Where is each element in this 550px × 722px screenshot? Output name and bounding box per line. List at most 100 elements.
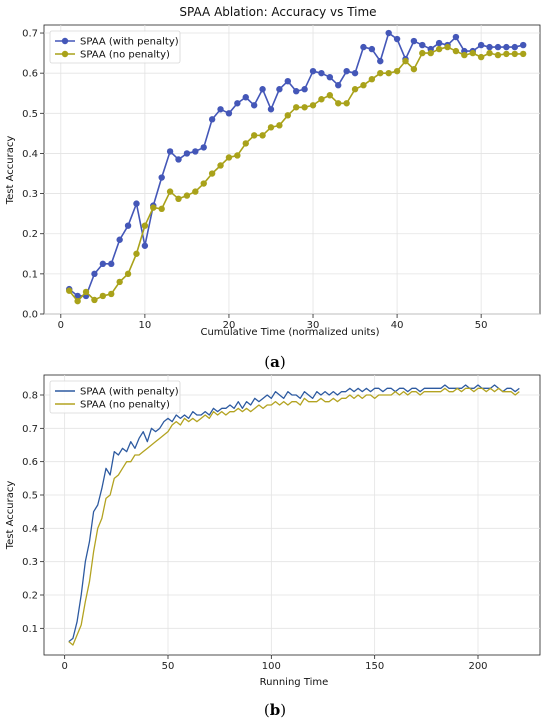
chart-b-ylabel: Test Accuracy [5, 481, 16, 551]
data-point [452, 33, 460, 41]
data-point [82, 288, 90, 296]
data-point [494, 51, 502, 59]
series-line-no-penalty [68, 46, 524, 302]
data-point [377, 69, 384, 77]
data-point [435, 45, 443, 53]
data-point [242, 94, 249, 101]
data-point [141, 222, 149, 229]
y-tick-label: 0.4 [22, 524, 38, 535]
data-point [486, 43, 493, 51]
chart-b-ticks: 0 50 100 150 200 0.1 0.2 0.3 0.4 0.5 0.6 0.7 0.8 [22, 391, 487, 673]
chart-b-xlabel: Running Time [260, 677, 329, 688]
y-tick-label: 0.5 [22, 491, 38, 502]
data-point [318, 96, 325, 103]
data-point [242, 140, 249, 147]
data-point [385, 69, 392, 77]
y-tick-label: 0.0 [22, 310, 38, 321]
data-point [326, 92, 334, 99]
x-tick-label: 200 [468, 661, 487, 672]
data-point [150, 204, 157, 211]
data-point [444, 43, 451, 51]
data-point [133, 250, 140, 257]
data-point [158, 205, 165, 213]
data-point [335, 100, 342, 107]
data-point [208, 116, 216, 123]
data-point [469, 49, 476, 57]
data-point [200, 180, 207, 187]
data-point [141, 242, 149, 249]
x-tick-label: 40 [391, 320, 404, 331]
data-point [326, 73, 334, 81]
chart-b-legend: SPAA (with penalty) SPAA (no penalty) [49, 380, 181, 414]
data-point [116, 236, 123, 243]
data-point [293, 104, 300, 111]
chart-a-legend: SPAA (with penalty) SPAA (no penalty) [49, 30, 181, 64]
data-point [133, 200, 140, 207]
data-point [108, 260, 115, 268]
data-point [158, 174, 165, 181]
x-tick-label: 20 [223, 320, 236, 331]
data-point [74, 297, 81, 305]
data-point [250, 132, 258, 139]
data-point [410, 65, 418, 73]
data-point [419, 49, 426, 57]
data-point [99, 260, 107, 268]
series-line-no-penalty [68, 387, 520, 646]
y-tick-label: 0.7 [22, 424, 38, 435]
chart-b-series [68, 384, 520, 646]
y-tick-label: 0.6 [22, 457, 38, 468]
y-tick-label: 0.7 [22, 29, 38, 40]
data-point [477, 53, 485, 61]
y-tick-label: 0.3 [22, 557, 38, 568]
chart-a-xlabel: Cumulative Time (normalized units) [200, 327, 379, 338]
data-point [217, 162, 224, 169]
data-point [208, 170, 216, 177]
data-point [183, 150, 191, 157]
chart-a-ticks: 0 10 20 30 40 50 0.0 0.1 0.2 0.3 0.4 0.5 0.6 0.7 [22, 29, 487, 331]
legend-label: SPAA (with penalty) [80, 387, 179, 398]
x-tick-label: 0 [61, 661, 67, 672]
chart-a-ylabel: Test Accuracy [5, 136, 16, 206]
chart-a-series [66, 29, 527, 305]
data-point [166, 148, 174, 155]
data-point [393, 35, 401, 43]
data-point [116, 278, 123, 286]
data-point [402, 57, 409, 65]
data-point [91, 270, 98, 278]
data-point [343, 100, 350, 107]
x-tick-label: 0 [58, 320, 64, 331]
legend-label: SPAA (no penalty) [80, 50, 170, 61]
data-point [318, 69, 325, 77]
chart-a-plot-frame [43, 24, 541, 315]
data-point [360, 82, 367, 89]
data-point [74, 292, 81, 300]
data-point [494, 43, 502, 51]
data-point [124, 270, 132, 278]
chart-b-grid [43, 374, 541, 656]
data-point [427, 49, 434, 57]
data-point [435, 39, 443, 47]
data-point [175, 195, 182, 203]
y-tick-label: 0.2 [22, 591, 38, 602]
y-tick-label: 0.5 [22, 109, 38, 120]
x-tick-label: 10 [139, 320, 152, 331]
data-point [192, 148, 199, 155]
data-point [309, 67, 317, 75]
data-point [183, 192, 191, 199]
data-point [225, 110, 233, 117]
data-point [66, 287, 73, 294]
chart-a-grid [43, 24, 541, 315]
data-point [519, 41, 527, 49]
data-point [393, 67, 401, 75]
data-point [343, 67, 350, 75]
legend-box [49, 380, 181, 414]
chart-b: 0 50 100 150 200 0.1 0.2 0.3 0.4 0.5 0.6 0.7 0.8 SPA… [5, 374, 541, 688]
data-point [351, 69, 359, 77]
data-point [368, 75, 376, 83]
y-tick-label: 0.3 [22, 189, 38, 200]
chart-a-title: SPAA Ablation: Accuracy vs Time [179, 5, 376, 19]
data-point [301, 104, 308, 111]
data-point [301, 86, 308, 93]
data-point [276, 122, 283, 129]
